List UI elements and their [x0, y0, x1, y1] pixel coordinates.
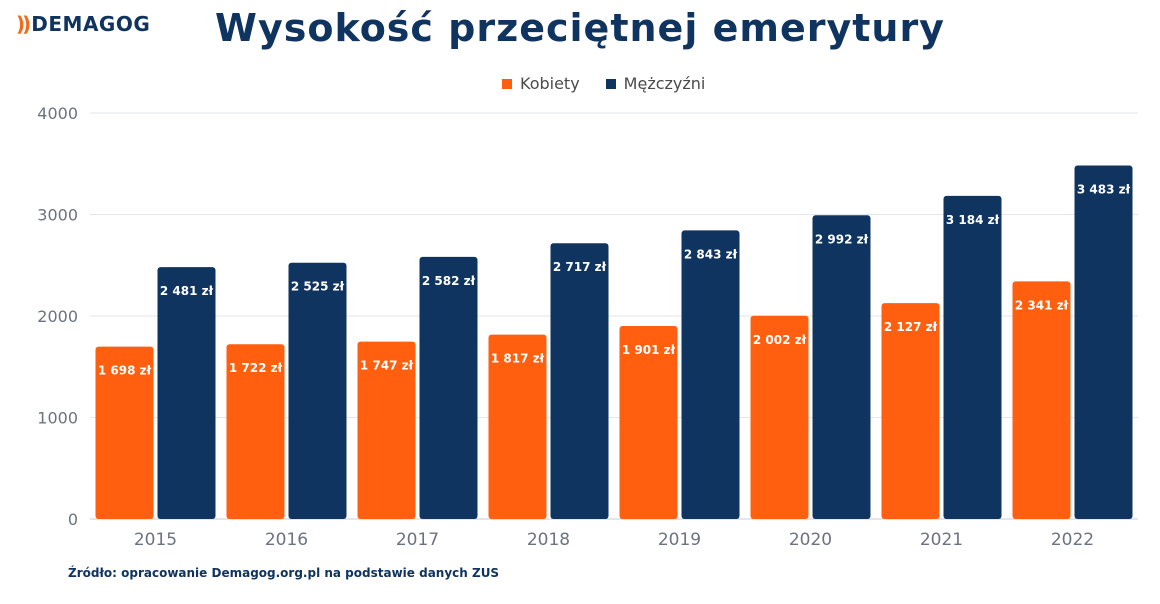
- legend: Kobiety Mężczyźni: [502, 74, 731, 93]
- demagog-logo: )) DEMAGOG: [16, 14, 150, 34]
- x-tick-label: 2017: [396, 530, 439, 550]
- bar-men: [157, 267, 216, 519]
- y-tick-label: 0: [68, 510, 78, 529]
- y-tick-label: 4000: [37, 104, 78, 123]
- data-label: 1 722 zł: [229, 361, 283, 375]
- legend-swatch-women: [502, 78, 512, 89]
- source-note: Źródło: opracowanie Demagog.org.pl na po…: [68, 566, 500, 580]
- data-label: 2 717 zł: [553, 260, 607, 274]
- bar-men: [943, 195, 1002, 519]
- bar-men: [812, 215, 871, 519]
- data-label: 2 481 zł: [160, 284, 214, 298]
- data-label: 2 582 zł: [422, 274, 476, 288]
- bar-women: [226, 344, 285, 519]
- x-tick-label: 2016: [265, 530, 308, 550]
- legend-swatch-men: [605, 78, 616, 89]
- data-label: 2 992 zł: [815, 232, 869, 246]
- data-label: 2 341 zł: [1015, 298, 1069, 312]
- legend-label-women: Kobiety: [520, 74, 580, 93]
- signal-icon: )): [16, 12, 31, 36]
- data-label: 1 817 zł: [491, 352, 545, 366]
- data-label: 1 901 zł: [622, 343, 676, 357]
- x-tick-label: 2019: [658, 530, 701, 550]
- bar-women: [1012, 281, 1071, 519]
- x-tick-label: 2020: [789, 530, 832, 550]
- data-label: 2 002 zł: [753, 333, 807, 347]
- data-label: 2 127 zł: [884, 320, 938, 334]
- bar-women: [750, 315, 809, 519]
- bar-women: [488, 334, 547, 519]
- bar-men: [419, 256, 478, 519]
- y-tick-label: 3000: [37, 206, 78, 225]
- logo-text: DEMAGOG: [31, 12, 151, 36]
- chart-title: Wysokość przeciętnej emerytury: [215, 6, 945, 50]
- legend-item-men: Mężczyźni: [605, 74, 706, 93]
- x-tick-label: 2018: [527, 530, 570, 550]
- bar-men: [550, 243, 609, 520]
- y-tick-label: 1000: [37, 409, 78, 428]
- data-label: 3 184 zł: [946, 213, 1000, 227]
- bar-women: [619, 326, 678, 519]
- bar-men: [288, 262, 347, 519]
- data-label: 1 747 zł: [360, 359, 414, 373]
- bar-men: [1074, 165, 1133, 519]
- legend-label-men: Mężczyźni: [623, 74, 706, 93]
- bar-women: [357, 341, 416, 519]
- x-tick-label: 2022: [1051, 530, 1094, 550]
- data-label: 1 698 zł: [98, 364, 152, 378]
- data-label: 2 843 zł: [684, 247, 738, 261]
- data-label: 3 483 zł: [1077, 182, 1131, 196]
- legend-item-women: Kobiety: [502, 74, 580, 93]
- bar-women: [95, 346, 154, 519]
- bar-women: [881, 303, 940, 519]
- x-tick-label: 2015: [134, 530, 177, 550]
- x-tick-label: 2021: [920, 530, 963, 550]
- data-label: 2 525 zł: [291, 280, 345, 294]
- bar-men: [681, 230, 740, 520]
- y-tick-label: 2000: [37, 307, 78, 326]
